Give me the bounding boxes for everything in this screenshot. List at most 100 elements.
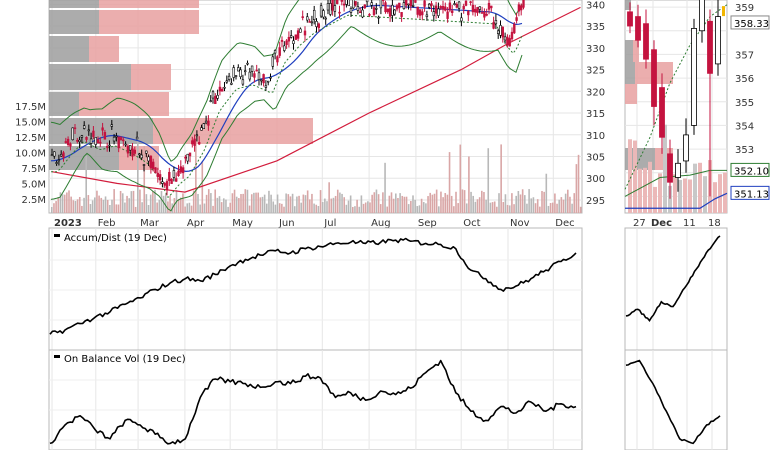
volume-bar (386, 206, 388, 213)
candle-body (310, 21, 314, 24)
volume-bar (201, 161, 204, 213)
main-date-labels: 2023 Feb Mar Apr May Jun Jul Aug Sep Oct Nov Dec (54, 218, 575, 229)
zoom-volume-bar (683, 178, 687, 213)
volume-bar (569, 196, 571, 213)
candle-body (469, 1, 472, 3)
volume-bar (246, 189, 249, 213)
candle-body (223, 86, 226, 89)
candle-body (363, 4, 366, 9)
volume-tick-label: 7.5M (21, 164, 46, 175)
candle-body (308, 21, 311, 23)
zoom-highlight-label: 358.33 (734, 19, 769, 30)
volume-bar (463, 190, 466, 213)
candle-body (149, 155, 153, 169)
candle-body (239, 69, 242, 78)
candle-body (207, 120, 210, 126)
obv-panel: On Balance Vol (19 Dec) (48, 349, 583, 451)
volume-bar (225, 199, 227, 213)
volume-bar (478, 197, 481, 213)
volume-bar (289, 196, 292, 213)
volume-bar (205, 194, 208, 213)
candles (50, 0, 525, 196)
volume-bar (270, 194, 272, 213)
candle-body (147, 156, 150, 162)
volume-bar (89, 204, 92, 213)
volume-bar (115, 204, 118, 213)
volume-bar (519, 194, 522, 213)
zoom-price-panel: 359 357 356 355 354 353 358.33 352.10 351.13 27… (624, 0, 770, 229)
volume-bar (195, 139, 197, 213)
candle-body (340, 0, 343, 2)
date-label: Sep (418, 218, 437, 229)
volume-bar (412, 195, 414, 213)
zoom-highlight-label: 351.13 (734, 189, 769, 200)
volume-bar (192, 190, 195, 213)
candle-body (188, 152, 192, 157)
volume-bar (255, 192, 257, 213)
volume-bar (476, 199, 479, 213)
candle-body (184, 156, 187, 159)
candle-body (266, 80, 270, 83)
candle-body (317, 23, 320, 29)
candle-body (513, 23, 516, 34)
volume-bar (330, 198, 333, 213)
volume-bar (575, 164, 578, 213)
zoom-volume-bar (668, 185, 672, 213)
candle-body (96, 139, 100, 143)
volume-bar (360, 195, 363, 213)
volume-bar (87, 195, 90, 213)
volume-bar (543, 191, 545, 213)
candle-body (154, 167, 157, 174)
candle-body (487, 2, 491, 10)
volume-bar (528, 189, 530, 213)
volume-bar (536, 199, 539, 213)
zoom-volume-bar (653, 186, 657, 213)
candle-body (423, 0, 426, 7)
volume-bar (266, 203, 268, 213)
zoom-candle-body (675, 162, 681, 178)
candle-body (508, 38, 511, 47)
candle-body (165, 181, 169, 191)
candle-body (71, 127, 74, 141)
candle-body (407, 3, 410, 6)
volume-bar (207, 189, 210, 213)
volume-bar (55, 201, 57, 213)
volume-bar (446, 194, 449, 213)
volume-bar (296, 196, 298, 213)
volume-bar (573, 193, 576, 213)
zoom-candle-body (643, 23, 649, 60)
candle-body (280, 39, 284, 42)
volume-bar (562, 199, 565, 213)
volume-bar (182, 193, 184, 213)
volume-bar (382, 192, 384, 213)
candle-body (271, 56, 274, 67)
candle-body (349, 8, 353, 13)
volume-bar (300, 202, 302, 213)
candle-body (352, 0, 355, 9)
volume-bar (285, 193, 287, 213)
candle-body (85, 137, 88, 140)
price-tick-label: 320 (586, 87, 605, 98)
candle-body (276, 56, 279, 63)
volume-bar (315, 204, 318, 213)
volume-bar (448, 152, 451, 213)
candle-body (522, 0, 525, 8)
volume-bar (521, 189, 524, 213)
zoom-price-ticks: 359 357 356 355 354 353 (735, 3, 754, 156)
volume-bar (347, 200, 350, 213)
volume-bar (367, 201, 369, 213)
volume-bar (390, 192, 393, 213)
candle-body (78, 139, 81, 142)
date-label: Nov (510, 218, 530, 229)
volume-bar (472, 195, 474, 213)
volume-bar (164, 193, 167, 213)
volume-bar (530, 198, 533, 213)
candle-body (395, 5, 399, 10)
zoom-vbp-bar-up (625, 84, 637, 104)
volume-bar (487, 148, 490, 213)
volume-bar (188, 202, 191, 213)
volume-bar (74, 201, 77, 213)
zoom-volume-bar (663, 124, 667, 213)
candle-body (152, 161, 155, 169)
volume-bar (257, 192, 259, 213)
